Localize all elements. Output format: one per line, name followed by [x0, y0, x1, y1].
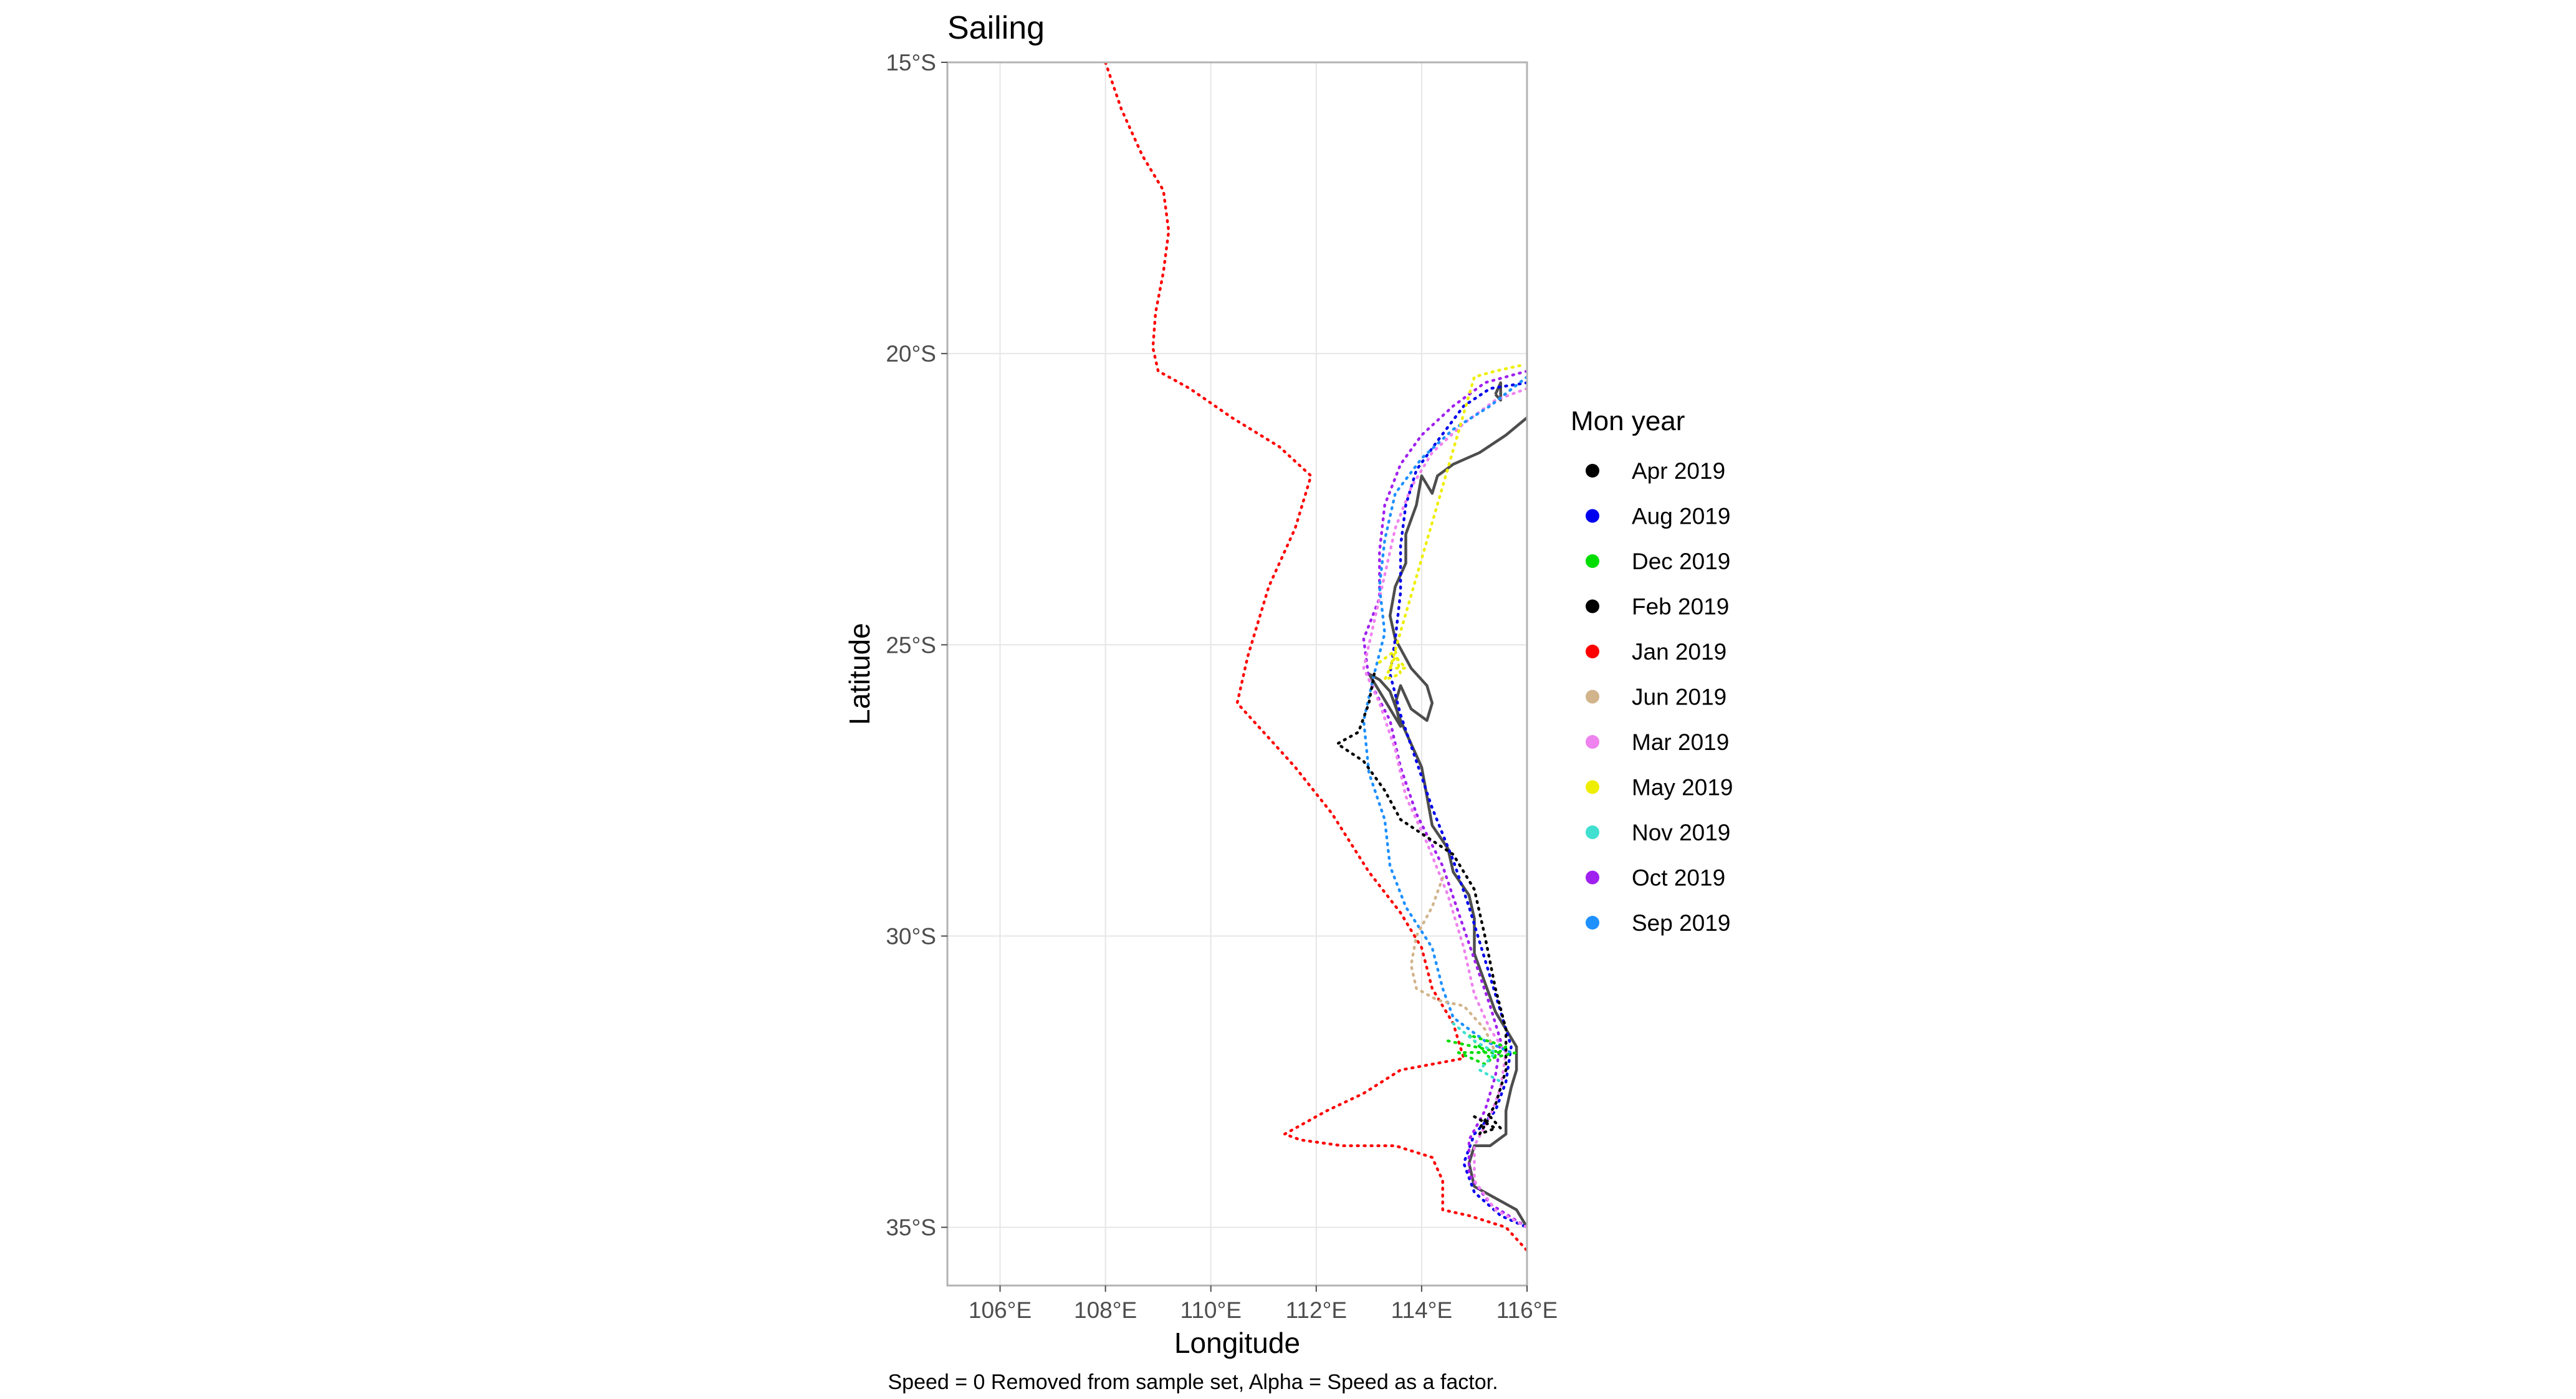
y-tick-label: 25°S [886, 632, 936, 658]
legend-label-may-2019: May 2019 [1632, 775, 1733, 800]
y-tick-label: 15°S [886, 50, 936, 75]
legend-key-feb-2019 [1586, 599, 1599, 613]
legend-label-jan-2019: Jan 2019 [1632, 639, 1726, 665]
legend-label-apr-2019: Apr 2019 [1632, 458, 1725, 484]
legend-label-oct-2019: Oct 2019 [1632, 865, 1725, 891]
caption: Speed = 0 Removed from sample set, Alpha… [888, 1370, 1498, 1394]
legend: Apr 2019 Aug 2019 Dec 2019 Feb 2019 Jan 2019… [1586, 458, 1733, 936]
x-tick-label: 110°E [1180, 1297, 1241, 1323]
y-tick-label: 35°S [886, 1215, 936, 1241]
legend-label-jun-2019: Jun 2019 [1632, 685, 1726, 710]
chart-title: Sailing [947, 10, 1045, 46]
track-aug-2019 [1388, 381, 1527, 1229]
track-jan-2019 [1104, 62, 1527, 1252]
coastline [1367, 381, 1527, 1228]
track-feb-2019 [1336, 672, 1508, 1130]
legend-key-jun-2019 [1586, 690, 1599, 704]
track-may-2019 [1378, 363, 1523, 681]
track-sep-2019 [1362, 375, 1527, 1054]
legend-key-jan-2019 [1586, 645, 1599, 658]
legend-key-oct-2019 [1586, 870, 1599, 885]
x-axis: 106°E 108°E 110°E 112°E 114°E 116°E [969, 1286, 1558, 1323]
legend-key-may-2019 [1586, 780, 1599, 794]
x-tick-label: 112°E [1286, 1297, 1347, 1323]
legend-label-nov-2019: Nov 2019 [1632, 820, 1730, 845]
legend-key-sep-2019 [1586, 916, 1599, 930]
legend-label-dec-2019: Dec 2019 [1632, 549, 1730, 574]
legend-key-aug-2019 [1586, 509, 1599, 523]
track-mar-2019 [1362, 387, 1527, 1229]
x-axis-title: Longitude [1174, 1327, 1300, 1359]
x-tick-label: 108°E [1074, 1297, 1137, 1323]
legend-label-aug-2019: Aug 2019 [1632, 504, 1730, 529]
y-axis-title: Latitude [843, 623, 876, 725]
y-tick-label: 30°S [886, 923, 936, 949]
x-tick-label: 106°E [969, 1297, 1032, 1323]
x-tick-label: 114°E [1391, 1297, 1452, 1323]
legend-key-apr-2019 [1586, 464, 1599, 478]
legend-key-mar-2019 [1586, 735, 1599, 749]
grid [947, 62, 1528, 1286]
x-tick-label: 116°E [1496, 1297, 1558, 1323]
track-jun-2019 [1409, 876, 1497, 1054]
coastline-path [1367, 416, 1527, 1228]
legend-title: Mon year [1571, 406, 1685, 436]
coastline-path [1494, 381, 1502, 402]
track-nov-2019 [1452, 1022, 1502, 1084]
legend-key-nov-2019 [1586, 825, 1599, 839]
plot-panel [946, 61, 1528, 1287]
track-apr-2019 [1473, 1115, 1502, 1136]
tracks [1104, 62, 1527, 1252]
legend-key-dec-2019 [1586, 554, 1599, 568]
legend-label-sep-2019: Sep 2019 [1632, 910, 1730, 936]
y-axis: 15°S 20°S 25°S 30°S 35°S [886, 50, 947, 1241]
legend-label-mar-2019: Mar 2019 [1632, 729, 1729, 755]
legend-label-feb-2019: Feb 2019 [1632, 594, 1729, 620]
y-tick-label: 20°S [886, 341, 936, 367]
track-oct-2019 [1362, 369, 1527, 1229]
